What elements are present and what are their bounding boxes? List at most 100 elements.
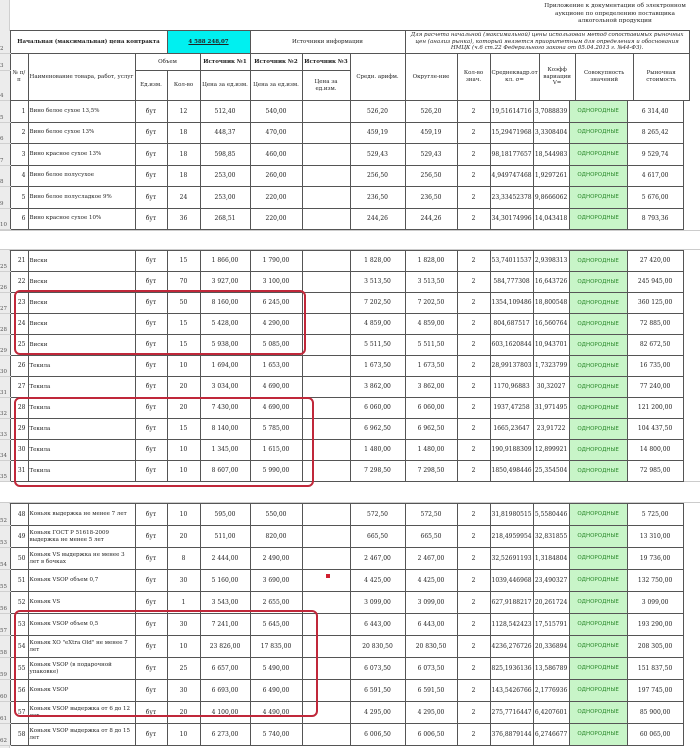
source2-price[interactable]: 3 690,00 (249, 569, 303, 592)
unit[interactable]: бут (134, 250, 168, 272)
homogeneity-status[interactable]: ОДНОРОДНЫЕ (568, 376, 628, 398)
variation-coef[interactable]: 2,1776936 (532, 679, 570, 702)
item-number[interactable]: 57 (9, 701, 29, 724)
source2-price[interactable]: 5 785,00 (249, 418, 303, 440)
unit[interactable]: бут (134, 207, 168, 230)
unit[interactable]: бут (134, 503, 168, 526)
homogeneity-status[interactable]: ОДНОРОДНЫЕ (568, 635, 628, 658)
unit[interactable]: бут (134, 613, 168, 636)
source2-price[interactable]: 220,00 (249, 186, 303, 209)
quantity[interactable]: 24 (166, 186, 201, 209)
variation-coef[interactable]: 1,3184804 (532, 547, 570, 570)
market-value[interactable]: 27 420,00 (626, 250, 684, 272)
source2-price[interactable]: 2 655,00 (249, 591, 303, 614)
unit[interactable]: бут (134, 635, 168, 658)
row-number[interactable]: 59 (0, 657, 10, 680)
source1-price[interactable]: 3 543,00 (199, 591, 251, 614)
source1-price[interactable]: 6 657,00 (199, 657, 251, 680)
variation-coef[interactable]: 6,2746677 (532, 723, 570, 746)
quantity[interactable]: 15 (166, 418, 201, 440)
source2-price[interactable]: 820,00 (249, 525, 303, 548)
average[interactable]: 665,50 (349, 525, 406, 548)
row-number[interactable]: 8 (0, 165, 10, 187)
source2-price[interactable]: 6 245,00 (249, 292, 303, 314)
value-count[interactable]: 2 (456, 460, 491, 482)
source3-price[interactable] (301, 313, 351, 335)
unit[interactable]: бут (134, 439, 168, 461)
source3-price[interactable] (301, 292, 351, 314)
item-name[interactable]: Вино белое сухое 13% (27, 121, 136, 144)
rounded[interactable]: 6 006,50 (404, 723, 458, 746)
source3-price[interactable] (301, 439, 351, 461)
rounded[interactable]: 1 828,00 (404, 250, 458, 272)
variation-coef[interactable]: 30,32027 (532, 376, 570, 398)
rounded[interactable]: 459,19 (404, 121, 458, 144)
item-number[interactable]: 48 (9, 503, 29, 526)
row-number[interactable]: 57 (0, 613, 10, 636)
row-number[interactable]: 27 (0, 292, 10, 314)
value-count[interactable]: 2 (456, 418, 491, 440)
source2-price[interactable]: 4 290,00 (249, 313, 303, 335)
source1-price[interactable]: 253,00 (199, 164, 251, 187)
rounded[interactable]: 4 859,00 (404, 313, 458, 335)
quantity[interactable]: 18 (166, 121, 201, 144)
source2-price[interactable]: 220,00 (249, 207, 303, 230)
source3-price[interactable] (301, 635, 351, 658)
source1-price[interactable]: 8 160,00 (199, 292, 251, 314)
row-number[interactable]: 32 (0, 397, 10, 419)
rounded[interactable]: 244,26 (404, 207, 458, 230)
source3-price[interactable] (301, 376, 351, 398)
rounded[interactable]: 4 425,00 (404, 569, 458, 592)
item-name[interactable]: Коньяк XO "eXtra Old" не менее 7 лет (27, 635, 136, 658)
std-dev[interactable]: 190,9188309 (489, 439, 534, 461)
std-dev[interactable]: 376,8879144 (489, 723, 534, 746)
value-count[interactable]: 2 (456, 723, 491, 746)
source3-price[interactable] (301, 271, 351, 293)
variation-coef[interactable]: 6,4207601 (532, 701, 570, 724)
item-number[interactable]: 1 (9, 100, 29, 123)
rounded[interactable]: 1 480,00 (404, 439, 458, 461)
value-count[interactable]: 2 (456, 271, 491, 293)
variation-coef[interactable]: 13,586789 (532, 657, 570, 680)
value-count[interactable]: 2 (456, 635, 491, 658)
source2-price[interactable]: 5 490,00 (249, 657, 303, 680)
item-number[interactable]: 53 (9, 613, 29, 636)
row-number[interactable]: 26 (0, 271, 10, 293)
source3-price[interactable] (301, 525, 351, 548)
value-count[interactable]: 2 (456, 355, 491, 377)
rounded[interactable]: 4 295,00 (404, 701, 458, 724)
variation-coef[interactable]: 20,336894 (532, 635, 570, 658)
market-value[interactable]: 14 800,00 (626, 439, 684, 461)
variation-coef[interactable]: 32,831855 (532, 525, 570, 548)
std-dev[interactable]: 98,18177657 (489, 143, 534, 166)
average[interactable]: 6 443,00 (349, 613, 406, 636)
source3-price[interactable] (301, 250, 351, 272)
item-name[interactable]: Коньяк выдержка не менее 7 лет (27, 503, 136, 526)
rounded[interactable]: 526,20 (404, 100, 458, 123)
market-value[interactable]: 197 745,00 (626, 679, 684, 702)
rounded[interactable]: 665,50 (404, 525, 458, 548)
average[interactable]: 3 099,00 (349, 591, 406, 614)
value-count[interactable]: 2 (456, 679, 491, 702)
quantity[interactable]: 12 (166, 100, 201, 123)
rounded[interactable]: 6 060,00 (404, 397, 458, 419)
row-number[interactable]: 9 (0, 186, 10, 209)
source2-price[interactable]: 17 835,00 (249, 635, 303, 658)
unit[interactable]: бут (134, 547, 168, 570)
unit[interactable]: бут (134, 100, 168, 123)
source3-price[interactable] (301, 723, 351, 746)
quantity[interactable]: 10 (166, 503, 201, 526)
source3-price[interactable] (301, 503, 351, 526)
row-number[interactable]: 6 (0, 122, 10, 144)
quantity[interactable]: 20 (166, 397, 201, 419)
homogeneity-status[interactable]: ОДНОРОДНЫЕ (568, 397, 628, 419)
market-value[interactable]: 8 265,42 (626, 121, 684, 144)
unit[interactable]: бут (134, 355, 168, 377)
source3-price[interactable] (301, 334, 351, 356)
unit[interactable]: бут (134, 121, 168, 144)
item-name[interactable]: Вино красное сухое 13% (27, 143, 136, 166)
average[interactable]: 3 862,00 (349, 376, 406, 398)
market-value[interactable]: 151 837,50 (626, 657, 684, 680)
item-name[interactable]: Вино красное сухое 10% (27, 207, 136, 230)
market-value[interactable]: 3 099,00 (626, 591, 684, 614)
